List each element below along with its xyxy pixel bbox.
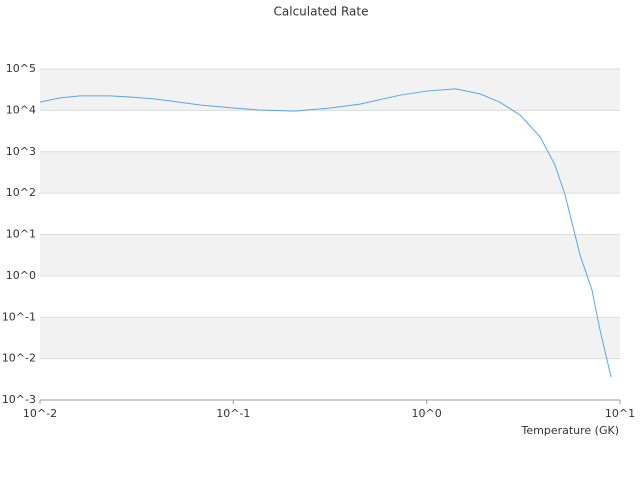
grid-band bbox=[40, 317, 620, 359]
x-tick-label: 10^0 bbox=[412, 407, 442, 420]
grid-band bbox=[40, 151, 620, 194]
y-tick-label: 10^-1 bbox=[2, 310, 36, 323]
x-axis-label: Temperature (GK) bbox=[521, 424, 620, 437]
y-tick-label: 10^-3 bbox=[2, 393, 36, 406]
y-tick-label: 10^3 bbox=[6, 145, 36, 158]
grid-band bbox=[40, 234, 620, 276]
y-tick-label: 10^1 bbox=[6, 228, 36, 241]
grid-band bbox=[40, 69, 620, 111]
x-tick-label: 10^-2 bbox=[23, 407, 57, 420]
y-tick-label: 10^-2 bbox=[2, 352, 36, 365]
x-tick-label: 10^-1 bbox=[216, 407, 250, 420]
y-tick-label: 10^5 bbox=[6, 62, 36, 75]
y-tick-label: 10^2 bbox=[6, 186, 36, 199]
y-tick-label: 10^0 bbox=[6, 269, 36, 282]
y-tick-label: 10^4 bbox=[6, 103, 36, 116]
x-tick-label: 10^1 bbox=[605, 407, 635, 420]
line bbox=[39, 88, 612, 378]
chart-title: Calculated Rate bbox=[274, 5, 369, 19]
